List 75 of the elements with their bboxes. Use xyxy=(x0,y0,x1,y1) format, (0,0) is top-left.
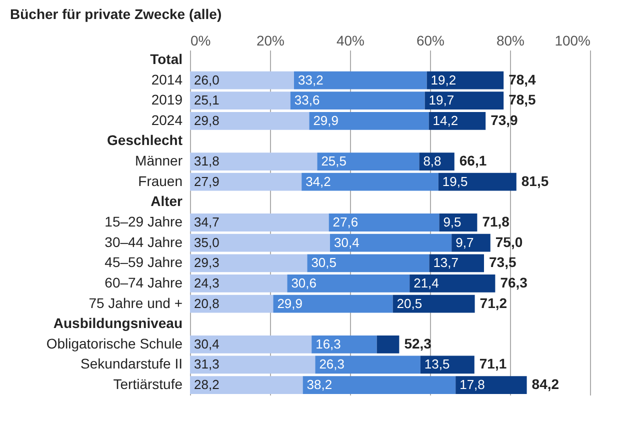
y-tick-label: 2024 xyxy=(151,112,183,128)
x-tick-label: 0% xyxy=(190,32,211,48)
total-label: 81,5 xyxy=(521,172,549,189)
total-label: 84,2 xyxy=(532,376,560,392)
data-label: 19,7 xyxy=(428,92,454,108)
data-label: 29,3 xyxy=(194,255,220,270)
total-label: 71,8 xyxy=(482,214,510,230)
y-tick-label: 75 Jahre und + xyxy=(88,294,182,311)
data-label: 20,8 xyxy=(194,296,220,311)
total-label: 73,5 xyxy=(489,254,516,270)
total-label: 76,3 xyxy=(500,274,528,290)
data-label: 38,2 xyxy=(306,377,332,392)
y-tick-label: Geschlecht xyxy=(107,132,183,148)
y-tick-label: Alter xyxy=(150,193,184,210)
total-label: 66,1 xyxy=(459,152,487,169)
data-label: 30,4 xyxy=(334,234,360,250)
y-tick-label: Frauen xyxy=(138,172,182,189)
y-tick-label: 60–74 Jahre xyxy=(104,274,183,290)
y-tick-label: Männer xyxy=(135,152,183,169)
data-label: 20,5 xyxy=(396,296,422,311)
data-label: 9,7 xyxy=(456,234,474,250)
data-label: 13,5 xyxy=(424,356,450,372)
data-label: 30,6 xyxy=(291,275,317,290)
data-label: 19,2 xyxy=(430,72,456,88)
total-label: 75,0 xyxy=(495,234,523,250)
data-label: 30,4 xyxy=(194,336,220,352)
y-tick-label: 45–59 Jahre xyxy=(104,254,183,270)
x-tick-label: 80% xyxy=(496,32,525,48)
y-tick-label: Obligatorische Schule xyxy=(46,335,183,352)
data-label: 8,8 xyxy=(423,154,442,169)
chart-title: Bücher für private Zwecke (alle) xyxy=(10,6,222,22)
data-label: 31,8 xyxy=(194,154,220,169)
y-tick-label: 2019 xyxy=(151,92,183,108)
data-label: 29,9 xyxy=(313,112,339,128)
y-tick-label: Tertiärstufe xyxy=(113,376,183,392)
y-tick-label: 2014 xyxy=(151,71,183,88)
data-label: 26,0 xyxy=(194,72,220,88)
y-tick-label: Total xyxy=(150,50,182,67)
data-label: 25,1 xyxy=(194,92,220,108)
total-label: 73,9 xyxy=(490,112,518,128)
data-label: 14,2 xyxy=(432,112,458,128)
data-label: 24,3 xyxy=(194,275,220,290)
y-tick-label: 15–29 Jahre xyxy=(104,214,183,230)
total-label: 52,3 xyxy=(404,335,432,352)
data-label: 13,7 xyxy=(433,255,459,270)
data-label: 29,8 xyxy=(194,112,220,128)
data-label: 33,6 xyxy=(294,92,320,108)
data-label: 30,5 xyxy=(311,255,337,270)
data-label: 31,3 xyxy=(194,356,220,372)
total-label: 71,2 xyxy=(480,294,508,311)
data-label: 16,3 xyxy=(316,336,341,352)
data-label: 33,2 xyxy=(298,72,324,88)
total-label: 78,5 xyxy=(508,92,536,108)
data-label: 27,6 xyxy=(332,214,358,230)
data-label: 26,3 xyxy=(319,356,345,372)
data-label: 9,5 xyxy=(443,214,462,230)
data-label: 17,8 xyxy=(460,377,485,392)
data-label: 27,9 xyxy=(194,174,220,189)
y-tick-label: 30–44 Jahre xyxy=(104,234,183,250)
x-tick-label: 20% xyxy=(256,32,285,48)
y-tick-label: Ausbildungsniveau xyxy=(53,315,182,332)
x-tick-label: 100% xyxy=(554,32,590,48)
data-label: 21,4 xyxy=(414,275,439,290)
data-label: 29,9 xyxy=(277,296,303,311)
data-label: 34,7 xyxy=(194,214,220,230)
total-label: 78,4 xyxy=(508,71,536,88)
data-label: 19,5 xyxy=(442,174,468,189)
x-tick-label: 60% xyxy=(416,32,445,48)
data-label: 35,0 xyxy=(194,234,220,250)
x-tick-label: 40% xyxy=(336,32,365,48)
total-label: 71,1 xyxy=(479,356,507,372)
data-label: 25,5 xyxy=(321,154,347,169)
y-tick-label: Sekundarstufe II xyxy=(80,356,182,372)
data-label: 34,2 xyxy=(306,174,331,189)
data-label: 28,2 xyxy=(194,377,220,392)
